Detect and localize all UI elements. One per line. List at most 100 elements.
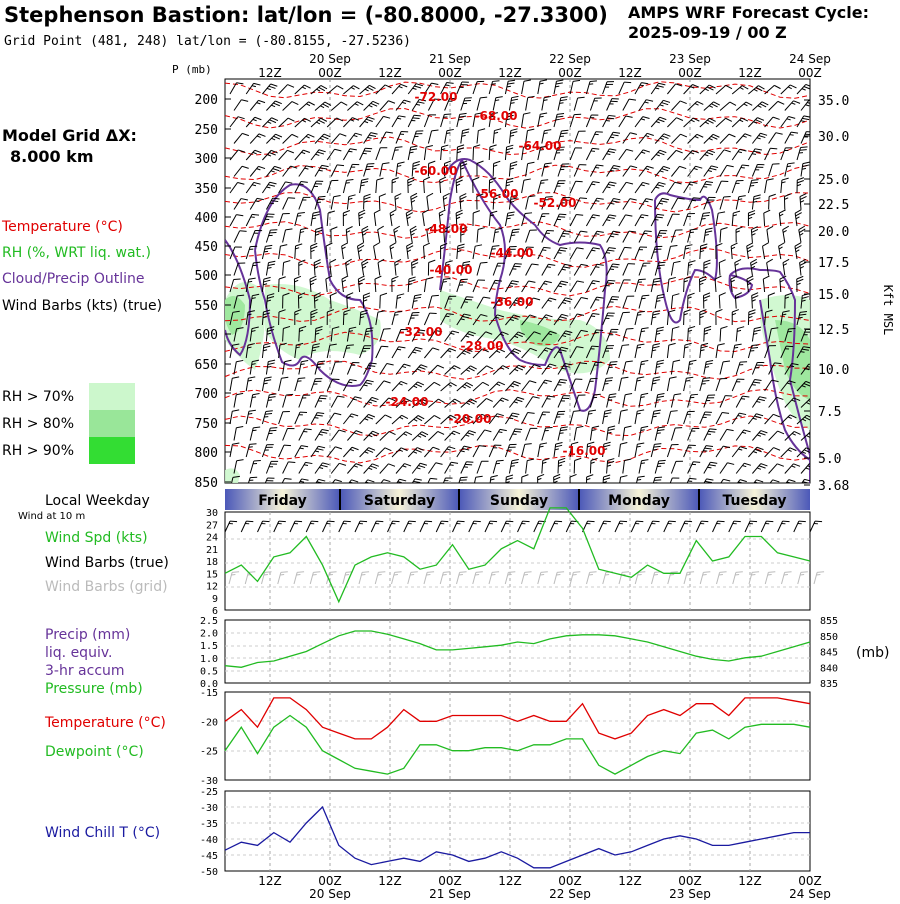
model-grid-label: Model Grid ΔX: xyxy=(2,126,137,145)
height-tick-label: 30.0 xyxy=(818,130,849,145)
precip-accum-label: 3-hr accum xyxy=(45,663,125,679)
temperature-contour-label: -28.00 xyxy=(461,339,504,353)
bottom-hour-label: 12Z xyxy=(738,874,762,888)
bottom-hour-label: 00Z xyxy=(798,874,822,888)
wind-barb xyxy=(814,572,824,584)
temperature-contour-label: -36.00 xyxy=(491,295,534,309)
bottom-date-label: 21 Sep xyxy=(429,887,471,900)
height-tick-label: 35.0 xyxy=(818,94,849,109)
precip-label: Precip (mm) xyxy=(45,627,130,643)
y-tick-label: 15 xyxy=(206,569,218,580)
y-tick-label: 2.0 xyxy=(200,629,218,640)
top-hour-label: 00Z xyxy=(558,66,582,80)
y-tick-label: 835 xyxy=(820,679,838,690)
weekday-label: Saturday xyxy=(364,493,435,509)
y-tick-label: 1.5 xyxy=(200,641,218,652)
bottom-hour-label: 00Z xyxy=(438,874,462,888)
height-tick-label: 15.0 xyxy=(818,288,849,303)
bottom-hour-label: 12Z xyxy=(378,874,402,888)
y-tick-label: -15 xyxy=(200,688,218,699)
temperature-contour-label: -56.00 xyxy=(476,187,519,201)
top-hour-label: 12Z xyxy=(378,66,402,80)
pressure-tick-label: 600 xyxy=(195,328,218,343)
bottom-hour-label: 12Z xyxy=(498,874,522,888)
y-tick-label: -30 xyxy=(200,776,218,787)
top-hour-label: 12Z xyxy=(498,66,522,80)
y-tick-label: 9 xyxy=(212,594,218,605)
height-tick-label: 7.5 xyxy=(818,405,841,420)
temperature-label: Temperature (°C) xyxy=(44,715,166,731)
wind-chill-label: Wind Chill T (°C) xyxy=(45,825,160,841)
top-date-label: 20 Sep xyxy=(309,52,351,66)
height-tick-label: 25.0 xyxy=(818,173,849,188)
y-tick-label: 855 xyxy=(820,616,838,627)
y-tick-label: 18 xyxy=(206,557,218,568)
temperature-y-ticks: -15-20-25-30 xyxy=(200,688,218,787)
height-axis-title: Kft MSL xyxy=(881,285,895,336)
weekday-label: Tuesday xyxy=(723,493,787,509)
dewpoint-label: Dewpoint (°C) xyxy=(45,744,144,760)
legend-wind-barbs: Wind Barbs (kts) (true) xyxy=(2,298,162,314)
sounding-plot: -72.00-68.00-64.00-60.00-56.00-52.00-48.… xyxy=(195,79,895,494)
y-tick-label: -35 xyxy=(200,819,218,830)
wind-chill-panel: -25-30-35-40-45-50 Wind Chill T (°C) xyxy=(45,787,810,878)
wind-barbs-true-label: Wind Barbs (true) xyxy=(45,555,169,571)
temperature-contour-label: -44.00 xyxy=(491,246,534,260)
y-tick-label: -25 xyxy=(200,747,218,758)
temperature-contour-label: -40.00 xyxy=(430,263,473,277)
y-tick-label: 850 xyxy=(820,632,838,643)
top-hour-label: 12Z xyxy=(258,66,282,80)
wind-barb xyxy=(810,521,822,532)
bottom-hour-label: 00Z xyxy=(678,874,702,888)
wind-chill-y-ticks: -25-30-35-40-45-50 xyxy=(200,787,218,878)
y-tick-label: -45 xyxy=(200,851,218,862)
wind-panel-frame xyxy=(225,512,810,610)
pressure-tick-label: 300 xyxy=(195,152,218,167)
pressure-label: Pressure (mb) xyxy=(45,681,143,697)
pressure-axis-title: P (mb) xyxy=(172,63,212,76)
height-tick-label: 22.5 xyxy=(818,198,849,213)
y-tick-label: 840 xyxy=(820,663,838,674)
top-hour-label: 00Z xyxy=(798,66,822,80)
bottom-hour-label: 12Z xyxy=(258,874,282,888)
y-tick-label: 24 xyxy=(206,533,218,544)
temperature-contour-label: -64.00 xyxy=(519,139,562,153)
y-tick-label: -25 xyxy=(200,787,218,798)
wind-barbs-grid-label: Wind Barbs (grid) xyxy=(45,579,168,595)
rh80-swatch xyxy=(89,410,135,437)
pressure-tick-label: 200 xyxy=(195,93,218,108)
weekday-label: Sunday xyxy=(490,493,548,509)
weekday-label: Monday xyxy=(608,493,670,509)
forecast-cycle-time: 2025-09-19 / 00 Z xyxy=(628,23,787,42)
y-tick-label: 2.5 xyxy=(200,616,218,627)
y-tick-label: -50 xyxy=(200,867,218,878)
model-grid-value: 8.000 km xyxy=(10,147,94,166)
weekday-title: Local Weekday xyxy=(45,493,150,509)
height-tick-label: 3.68 xyxy=(818,479,849,494)
bottom-date-label: 24 Sep xyxy=(789,887,831,900)
temperature-contour-label: -68.00 xyxy=(475,109,518,123)
precip-panel-frame xyxy=(225,620,810,683)
y-tick-label: 845 xyxy=(820,648,838,659)
pressure-tick-label: 650 xyxy=(195,358,218,373)
temperature-panel: -15-20-25-30 Temperature (°C) Dewpoint (… xyxy=(44,688,810,787)
bottom-date-label: 22 Sep xyxy=(549,887,591,900)
y-tick-label: 0.5 xyxy=(200,666,218,677)
rh90-swatch xyxy=(89,437,135,464)
height-tick-label: 12.5 xyxy=(818,323,849,338)
rh90-label: RH > 90% xyxy=(2,443,74,459)
bottom-hour-label: 00Z xyxy=(318,874,342,888)
y-tick-label: 21 xyxy=(206,545,218,556)
top-hour-label: 00Z xyxy=(318,66,342,80)
wind-chill-panel-frame xyxy=(225,791,810,871)
wind-height-note: Wind at 10 m xyxy=(18,511,85,522)
weekday-label: Friday xyxy=(258,493,307,509)
temperature-contour-label: -24.00 xyxy=(386,395,429,409)
rh70-label: RH > 70% xyxy=(2,389,74,405)
rh-key: RH > 70% RH > 80% RH > 90% xyxy=(2,383,135,464)
top-hour-label: 12Z xyxy=(738,66,762,80)
